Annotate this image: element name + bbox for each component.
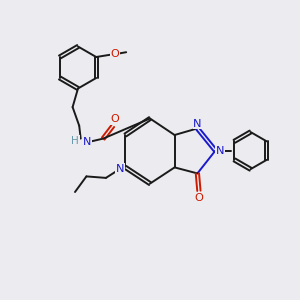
Text: O: O <box>194 193 203 203</box>
Text: N: N <box>193 118 202 129</box>
Text: O: O <box>110 114 119 124</box>
Text: N: N <box>116 164 124 174</box>
Text: N: N <box>216 146 224 156</box>
Text: O: O <box>111 49 119 59</box>
Text: N: N <box>83 137 92 147</box>
Text: H: H <box>71 136 79 146</box>
